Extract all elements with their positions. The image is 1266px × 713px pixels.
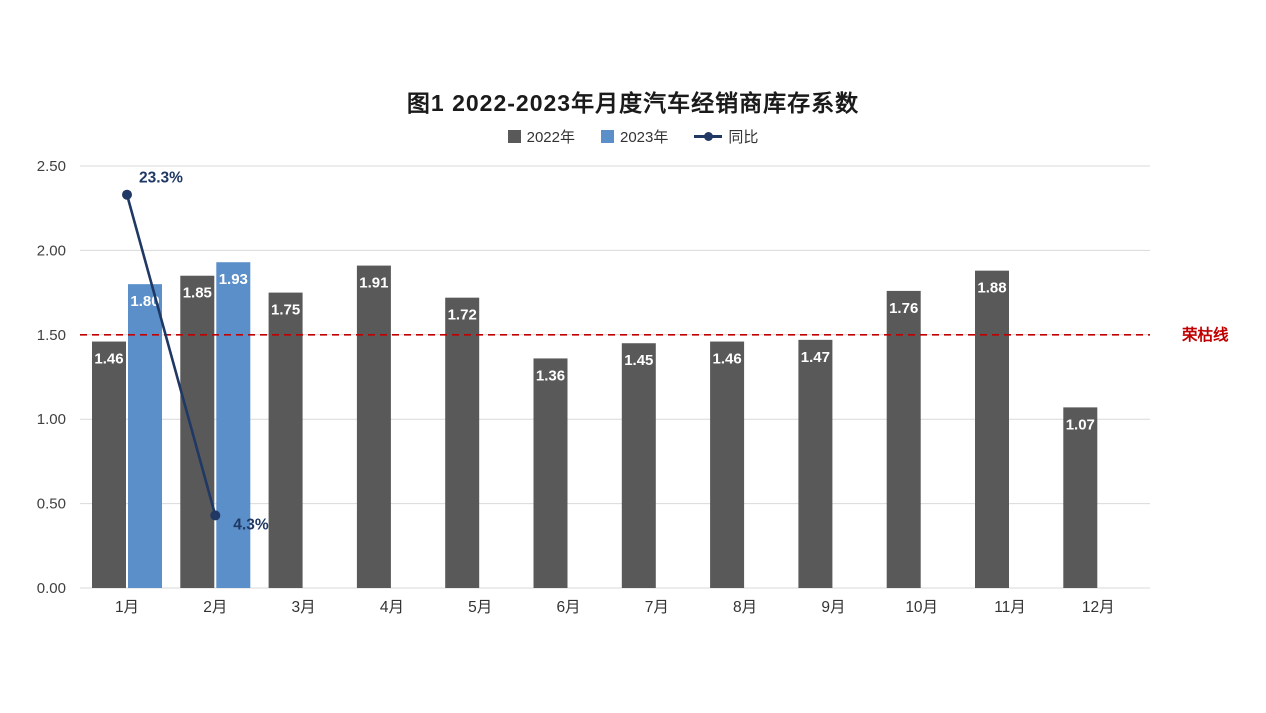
bar-2022-9月: [798, 339, 833, 588]
legend-item-2023: 2023年: [600, 126, 669, 147]
bar-label-2022: 1.45: [624, 352, 653, 369]
y-tick-label: 0.00: [37, 580, 66, 597]
bar-2022-5月: [445, 297, 480, 588]
bar-2022-6月: [533, 358, 568, 588]
bar-2023-2月: [216, 262, 251, 588]
bar-label-2022: 1.36: [536, 367, 565, 384]
chart-legend: 2022年 2023年 同比: [0, 126, 1266, 147]
yoy-point-2月: [210, 510, 221, 521]
bar-2022-4月: [356, 265, 391, 588]
legend-swatch-2022: [507, 130, 521, 143]
legend-item-2022: 2022年: [507, 126, 575, 147]
yoy-label: 23.3%: [139, 170, 183, 187]
y-tick-label: 1.00: [37, 411, 66, 428]
x-tick-label: 1月: [115, 599, 139, 616]
bar-label-2022: 1.91: [359, 275, 388, 292]
bar-label-2023: 1.93: [219, 271, 248, 288]
chart-title: 图1 2022-2023年月度汽车经销商库存系数: [406, 90, 860, 116]
bar-label-2022: 1.85: [183, 285, 212, 302]
x-tick-label: 11月: [994, 599, 1026, 616]
x-tick-label: 5月: [468, 599, 492, 616]
x-tick-label: 10月: [905, 599, 938, 616]
x-tick-label: 7月: [645, 599, 669, 616]
bar-2022-3月: [268, 292, 303, 588]
bar-label-2023: 1.80: [130, 293, 159, 310]
y-tick-label: 0.50: [37, 496, 66, 513]
bar-label-2022: 1.88: [977, 280, 1006, 297]
legend-label-2023: 2023年: [619, 129, 669, 146]
yoy-line: [125, 194, 217, 516]
x-tick-label: 8月: [733, 599, 757, 616]
bar-2022-1月: [92, 341, 126, 588]
bar-2022-10月: [886, 290, 921, 588]
bar-2022-8月: [710, 341, 745, 588]
yoy-point-1月: [122, 189, 132, 200]
bar-label-2022: 1.46: [94, 351, 123, 368]
bar-2023-1月: [128, 284, 162, 588]
bar-2022-11月: [975, 270, 1009, 588]
y-tick-label: 2.00: [37, 242, 66, 259]
bar-label-2022: 1.72: [448, 307, 477, 324]
bar-label-2022: 1.07: [1066, 416, 1095, 433]
x-tick-label: 2月: [203, 599, 227, 616]
bar-2022-7月: [621, 343, 656, 588]
y-tick-label: 1.50: [37, 327, 66, 344]
x-tick-label: 9月: [821, 599, 845, 616]
legend-swatch-2023: [600, 130, 614, 143]
bar-2022-2月: [180, 275, 215, 588]
bar-2022-12月: [1063, 407, 1098, 588]
legend-label-yoy: 同比: [728, 129, 759, 146]
reference-line-label: 荣枯线: [1181, 325, 1229, 344]
legend-label-2022: 2022年: [526, 129, 575, 146]
y-tick-label: 2.50: [37, 158, 66, 175]
x-tick-label: 12月: [1082, 599, 1115, 616]
bar-label-2022: 1.47: [801, 349, 830, 366]
bar-label-2022: 1.75: [271, 302, 300, 319]
x-tick-label: 3月: [292, 599, 316, 616]
x-tick-label: 4月: [380, 599, 404, 616]
yoy-label: 4.3%: [233, 516, 269, 533]
bar-label-2022: 1.76: [889, 300, 918, 317]
x-tick-label: 6月: [556, 599, 580, 616]
legend-line-marker-icon: [694, 130, 723, 143]
legend-item-yoy: 同比: [694, 126, 758, 147]
bar-label-2022: 1.46: [712, 351, 741, 368]
